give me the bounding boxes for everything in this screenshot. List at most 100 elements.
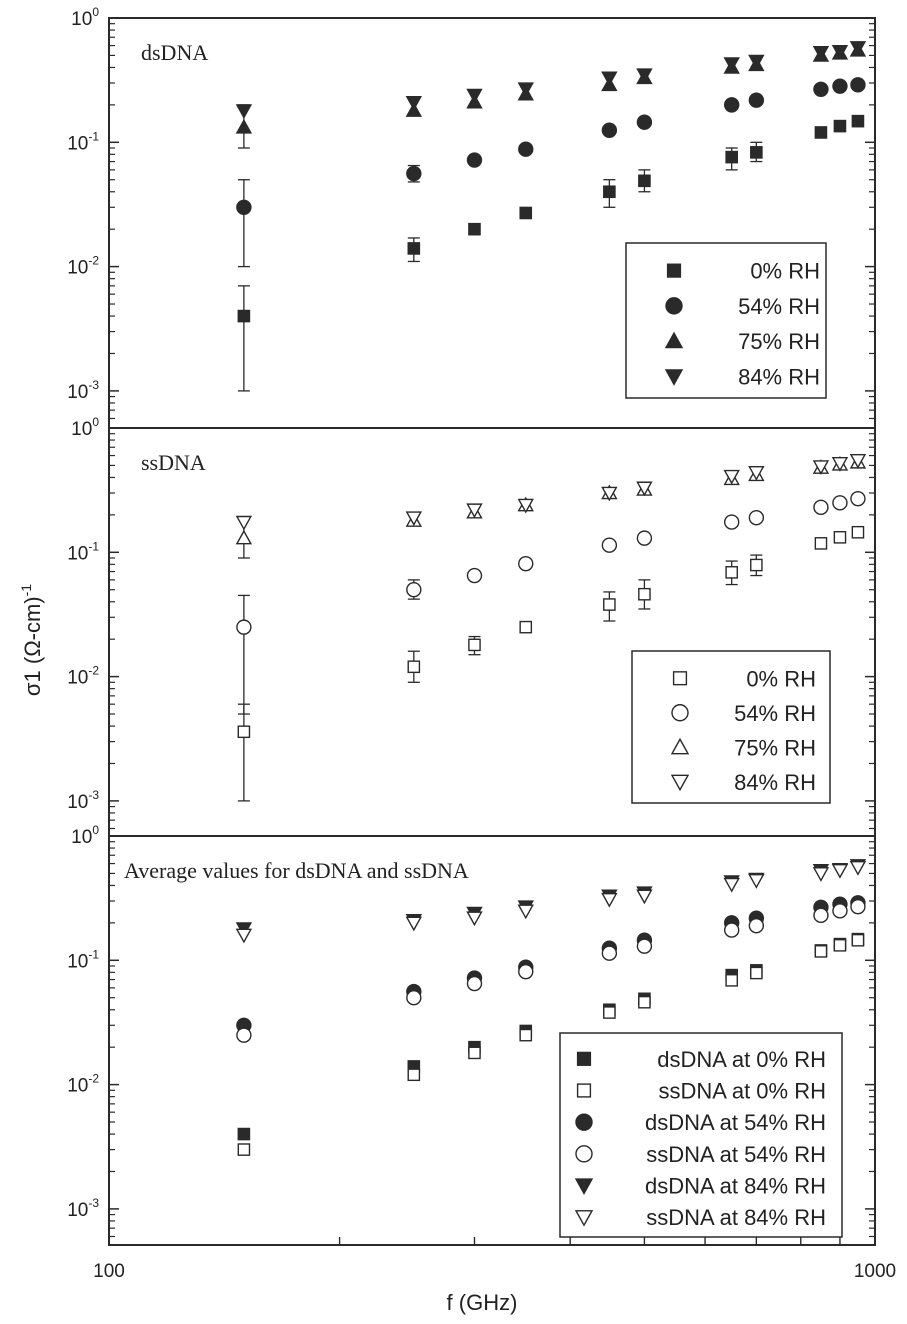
triangle-down-marker xyxy=(812,45,830,61)
square-marker xyxy=(603,1006,616,1019)
triangle-down-marker xyxy=(849,453,867,469)
series-54-rh xyxy=(236,490,866,715)
triangle-down-marker xyxy=(235,515,253,531)
panel-title: Average values for dsDNA and ssDNA xyxy=(124,858,469,883)
triangle-down-marker xyxy=(812,460,830,475)
series-ssdna-at-54-rh xyxy=(236,898,866,1043)
legend-label: dsDNA at 54% RH xyxy=(645,1110,826,1135)
square-marker xyxy=(603,185,616,199)
legend-box xyxy=(631,650,831,804)
y-tick-label: 10-3 xyxy=(67,1196,99,1221)
legend-label: ssDNA at 84% RH xyxy=(646,1205,826,1230)
triangle-up-marker xyxy=(235,529,253,545)
legend: 0% RH 54% RH 75% RH 84% RH xyxy=(631,650,831,804)
circle-marker xyxy=(518,141,534,157)
square-marker xyxy=(237,309,251,323)
series-dsdna-at-54-rh xyxy=(236,895,866,1033)
legend-label: 84% RH xyxy=(734,770,816,795)
square-marker xyxy=(468,638,481,652)
y-tick-label: 10-3 xyxy=(67,378,99,403)
legend-label: ssDNA at 0% RH xyxy=(659,1079,827,1104)
legend: dsDNA at 0% RH ssDNA at 0% RH dsDNA at 54%… xyxy=(559,1032,843,1238)
circle-marker xyxy=(236,619,252,635)
circle-marker xyxy=(575,1113,593,1131)
circle-marker xyxy=(636,530,653,546)
square-marker xyxy=(750,966,763,980)
panel-1: 100 10-1 10-2 10-3 dsDNA 0% RH 54% RH 75% RH 84%… xyxy=(67,5,876,429)
circle-marker xyxy=(236,199,252,215)
triangle-down-marker xyxy=(517,904,534,920)
circle-marker xyxy=(518,963,534,980)
square-marker xyxy=(638,587,651,601)
square-marker xyxy=(407,660,421,674)
circle-marker xyxy=(601,122,618,138)
square-marker xyxy=(638,174,651,188)
square-marker xyxy=(833,939,847,952)
series-ssdna-at-84-rh xyxy=(235,861,867,944)
triangle-down-marker xyxy=(831,457,849,472)
legend-label: 75% RH xyxy=(734,735,816,760)
square-marker xyxy=(407,242,421,255)
square-marker xyxy=(638,995,651,1009)
square-marker xyxy=(750,558,763,572)
triangle-down-marker xyxy=(831,863,849,879)
legend-label: dsDNA at 0% RH xyxy=(657,1047,826,1072)
triangle-down-marker xyxy=(574,1178,594,1195)
square-marker xyxy=(519,1028,533,1042)
triangle-down-marker xyxy=(670,774,690,792)
square-marker xyxy=(814,126,828,139)
square-marker xyxy=(833,531,847,544)
square-marker xyxy=(725,150,738,164)
square-marker xyxy=(237,725,251,739)
triangle-up-marker xyxy=(670,737,690,755)
circle-marker xyxy=(832,903,848,919)
triangle-down-marker xyxy=(636,481,653,497)
series-84-rh xyxy=(235,41,867,120)
circle-marker xyxy=(748,92,765,108)
triangle-down-marker xyxy=(235,928,253,944)
circle-marker xyxy=(601,537,618,553)
triangle-down-marker xyxy=(723,57,740,73)
triangle-down-marker xyxy=(723,469,740,485)
y-tick-label: 10-1 xyxy=(67,539,99,564)
square-marker xyxy=(814,945,828,958)
triangle-down-marker xyxy=(466,88,483,104)
circle-marker xyxy=(850,77,866,93)
legend-label: 75% RH xyxy=(738,329,820,354)
circle-marker xyxy=(466,152,483,168)
triangle-down-marker xyxy=(748,874,765,889)
square-marker xyxy=(603,598,616,611)
triangle-down-marker xyxy=(517,498,534,514)
triangle-down-marker xyxy=(748,466,765,481)
square-marker xyxy=(851,933,865,947)
legend: 0% RH 54% RH 75% RH 84% RH xyxy=(625,242,827,399)
y-tick-label: 100 xyxy=(71,823,99,848)
series-0-rh xyxy=(237,114,865,392)
legend-label: 54% RH xyxy=(738,294,820,319)
square-marker xyxy=(851,525,865,539)
triangle-down-marker xyxy=(405,916,423,932)
series-75-rh xyxy=(235,41,867,149)
triangle-down-marker xyxy=(664,369,684,386)
x-tick-label: 100 xyxy=(93,1261,125,1282)
square-marker xyxy=(576,1051,592,1066)
circle-marker xyxy=(406,582,422,598)
legend-label: ssDNA at 54% RH xyxy=(646,1142,826,1167)
series-0-rh xyxy=(237,525,865,802)
triangle-down-marker xyxy=(601,486,618,502)
series-54-rh xyxy=(236,77,866,268)
triangle-down-marker xyxy=(723,877,740,893)
circle-marker xyxy=(748,917,765,934)
legend-label: 0% RH xyxy=(746,666,816,691)
square-marker xyxy=(666,263,682,278)
circle-marker xyxy=(723,514,740,530)
circle-marker xyxy=(466,975,483,992)
y-tick-label: 100 xyxy=(71,5,99,30)
panel-title: dsDNA xyxy=(141,40,208,65)
square-marker xyxy=(672,671,688,686)
circle-marker xyxy=(636,938,653,954)
y-axis-label: σ1 (Ω-cm)-1 xyxy=(18,584,45,696)
x-tick-label: 1000 xyxy=(854,1261,896,1282)
circle-marker xyxy=(665,297,683,315)
triangle-down-marker xyxy=(466,911,483,927)
